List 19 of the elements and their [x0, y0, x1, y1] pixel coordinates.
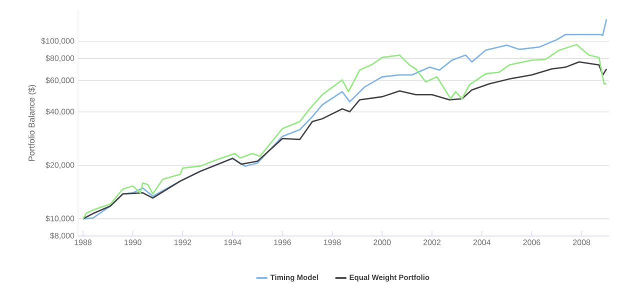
x-tick-label: 1996: [274, 240, 291, 246]
x-tick-label: 2004: [473, 240, 491, 246]
x-tick-label: 1994: [224, 240, 242, 246]
y-axis-title: Portfolio Balance ($): [28, 85, 36, 161]
x-tick-label: 2000: [374, 240, 391, 246]
x-tick-label: 2006: [523, 240, 540, 246]
x-tick-label: 1992: [174, 240, 192, 246]
x-tick-label: 2008: [573, 240, 590, 246]
x-tick-label: 1988: [74, 240, 92, 246]
x-tick-label: 1990: [124, 240, 142, 246]
y-tick-label: $8,000: [50, 232, 74, 240]
y-tick-label: $40,000: [46, 108, 74, 116]
y-tick-label: $80,000: [46, 54, 74, 62]
y-tick-label: $100,000: [41, 38, 74, 45]
y-tick-label: $10,000: [46, 215, 74, 222]
x-tick-label: 1998: [324, 240, 341, 246]
y-tick-label: $60,000: [46, 77, 74, 84]
x-tick-label: 2002: [424, 240, 440, 246]
y-tick-label: $20,000: [46, 162, 74, 169]
